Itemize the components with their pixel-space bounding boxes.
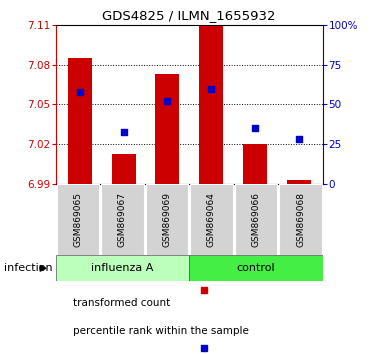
Title: GDS4825 / ILMN_1655932: GDS4825 / ILMN_1655932	[102, 9, 276, 22]
Bar	[243, 144, 267, 184]
Text: GSM869067: GSM869067	[118, 192, 127, 247]
Text: GSM869064: GSM869064	[207, 192, 216, 247]
Bar	[155, 74, 179, 184]
Point	[121, 129, 127, 135]
Text: GSM869068: GSM869068	[296, 192, 305, 247]
Bar	[101, 184, 144, 255]
Text: percentile rank within the sample: percentile rank within the sample	[73, 326, 249, 336]
Text: transformed count: transformed count	[73, 298, 171, 308]
Text: infection: infection	[4, 263, 52, 273]
Bar	[112, 154, 136, 184]
Text: GSM869069: GSM869069	[162, 192, 171, 247]
Text: control: control	[237, 263, 275, 273]
Text: influenza A: influenza A	[91, 263, 154, 273]
Bar	[68, 58, 92, 184]
Text: GSM869065: GSM869065	[73, 192, 82, 247]
Bar	[286, 180, 311, 184]
Point	[252, 126, 258, 131]
Bar	[189, 255, 323, 281]
Bar	[145, 184, 188, 255]
Bar	[279, 184, 322, 255]
Point	[296, 137, 302, 142]
Bar	[56, 255, 189, 281]
Point	[164, 98, 170, 104]
Bar	[56, 184, 99, 255]
Point	[208, 86, 214, 91]
Text: GSM869066: GSM869066	[252, 192, 260, 247]
Point	[77, 89, 83, 95]
Bar	[199, 26, 223, 184]
Bar	[190, 184, 233, 255]
Bar	[234, 184, 278, 255]
